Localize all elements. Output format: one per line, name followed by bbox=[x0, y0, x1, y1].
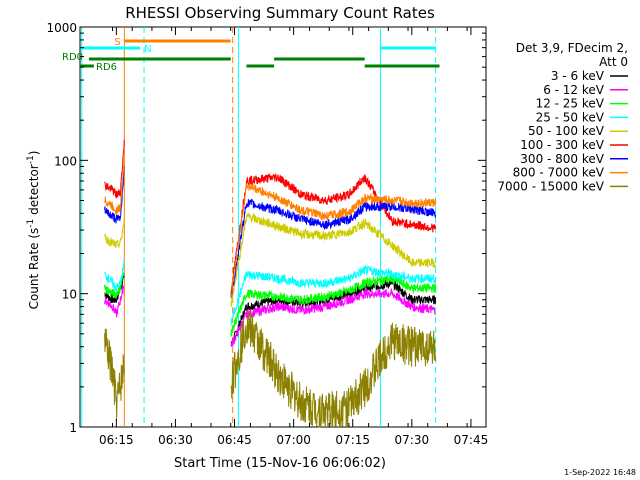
axes: 06:15 06:30 06:45 07:00 07:15 07:30 07:45 1 10 10… bbox=[46, 21, 488, 447]
chart-title: RHESSI Observing Summary Count Rates bbox=[125, 4, 435, 22]
x-tick-label: 06:15 bbox=[99, 433, 134, 447]
series-line bbox=[104, 272, 437, 337]
series-line bbox=[104, 259, 437, 326]
footer-date: 1-Sep-2022 16:48 bbox=[564, 468, 636, 477]
x-axis-label: Start Time (15-Nov-16 06:06:02) bbox=[174, 456, 386, 471]
legend-label: 100 - 300 keV bbox=[520, 138, 604, 152]
series-line bbox=[104, 158, 437, 297]
y-tick-label: 1 bbox=[69, 421, 77, 435]
series-layer bbox=[104, 139, 437, 429]
series-line bbox=[104, 285, 436, 348]
x-tick-label: 07:15 bbox=[335, 433, 370, 447]
legend-header-line-2: Att 0 bbox=[599, 55, 628, 69]
series-line bbox=[104, 309, 437, 429]
x-tick-label: 06:45 bbox=[217, 433, 252, 447]
rd0-flag-label: RD0 bbox=[62, 52, 83, 63]
series-line bbox=[104, 212, 437, 307]
y-tick-label: 1000 bbox=[46, 21, 77, 35]
x-tick-label: 07:00 bbox=[276, 433, 311, 447]
y-axis-label-mid: detector bbox=[27, 164, 41, 219]
night-flag-label: N bbox=[144, 44, 151, 55]
y-axis-label-sup1: -1 bbox=[26, 219, 36, 228]
legend-header-line-1: Det 3,9, FDecim 2, bbox=[516, 41, 628, 55]
y-tick-label: 100 bbox=[54, 154, 77, 168]
y-axis-label-end: ) bbox=[27, 151, 41, 156]
y-axis-label-sup2: -1 bbox=[26, 155, 36, 164]
series-line bbox=[104, 166, 437, 298]
y-tick-label: 10 bbox=[62, 288, 77, 302]
x-tick-label: 06:30 bbox=[158, 433, 193, 447]
y-axis-label: Count Rate (s-1 detector-1) bbox=[26, 151, 41, 310]
flag-bars: S N RD0 RD6 bbox=[62, 37, 440, 73]
plot-frame bbox=[79, 26, 487, 428]
legend-label: 6 - 12 keV bbox=[543, 83, 605, 97]
legend-label: 3 - 6 keV bbox=[551, 69, 605, 83]
legend-label: 50 - 100 keV bbox=[528, 124, 605, 138]
series-line bbox=[104, 139, 437, 293]
legend-label: 7000 - 15000 keV bbox=[497, 179, 604, 193]
legend-label: 12 - 25 keV bbox=[536, 97, 605, 111]
legend-label: 300 - 800 keV bbox=[520, 152, 604, 166]
rd6-flag-label: RD6 bbox=[96, 62, 117, 73]
saa-flag-label: S bbox=[114, 37, 120, 48]
x-tick-label: 07:30 bbox=[395, 433, 430, 447]
legend-label: 25 - 50 keV bbox=[536, 110, 605, 124]
y-axis-label-main: Count Rate (s bbox=[27, 228, 41, 310]
x-tick-label: 07:45 bbox=[454, 433, 489, 447]
legend-label: 800 - 7000 keV bbox=[513, 166, 605, 180]
